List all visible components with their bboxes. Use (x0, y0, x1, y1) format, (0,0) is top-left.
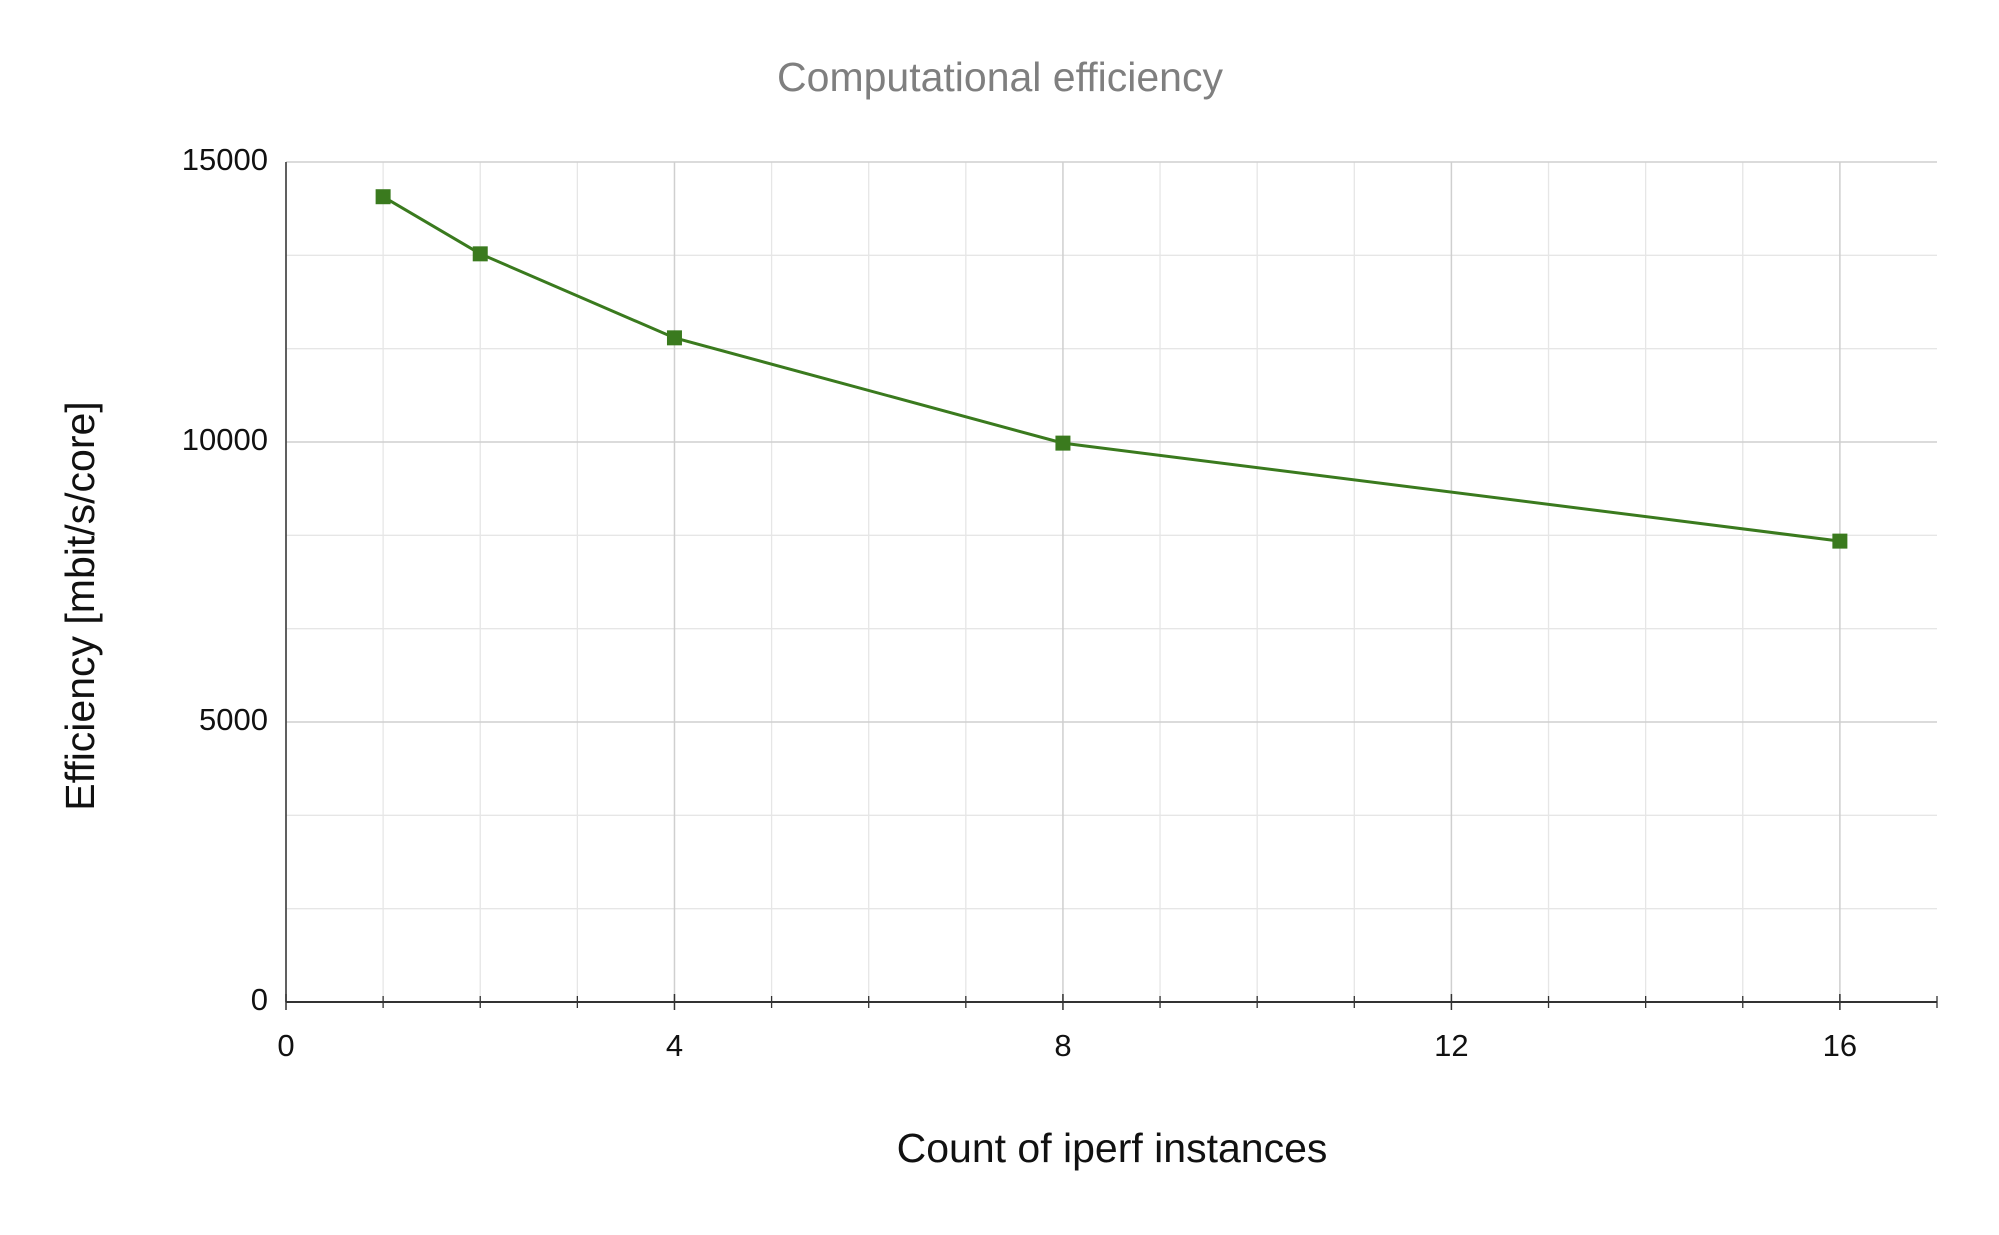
line (382, 195, 1841, 543)
y-tick-label: 15000 (182, 142, 268, 177)
marker (375, 189, 391, 205)
y-tick-label: 5000 (199, 702, 268, 737)
chart-title: Computational efficiency (777, 54, 1223, 100)
x-tick-label: 0 (277, 1028, 294, 1063)
x-tick-label: 8 (1054, 1028, 1071, 1063)
y-tick-label: 10000 (182, 422, 268, 457)
marker (472, 246, 488, 262)
marker (1832, 533, 1848, 549)
marker (666, 330, 682, 346)
y-tick-label: 0 (251, 982, 268, 1017)
y-axis-label: Efficiency [mbit/s/core] (57, 401, 103, 810)
x-tick-label: 16 (1823, 1028, 1857, 1063)
x-tick-label: 12 (1434, 1028, 1468, 1063)
x-tick-label: 4 (666, 1028, 683, 1063)
x-axis-label: Count of iperf instances (897, 1125, 1328, 1171)
marker (1055, 435, 1071, 451)
